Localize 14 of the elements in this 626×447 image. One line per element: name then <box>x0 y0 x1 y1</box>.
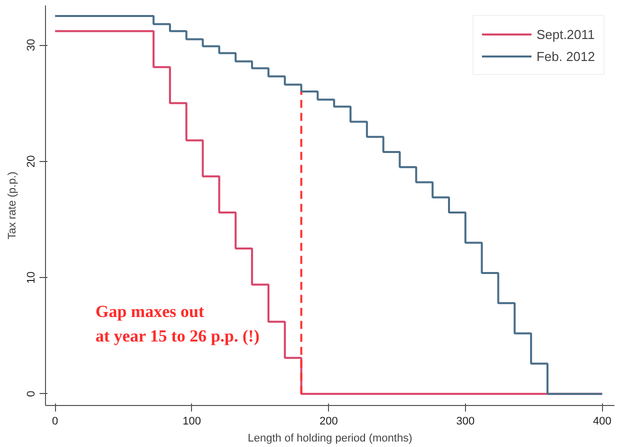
y-tick-label: 0 <box>26 390 38 397</box>
x-tick-label: 400 <box>593 416 612 428</box>
x-tick-label: 100 <box>182 416 202 428</box>
legend-label: Sept.2011 <box>536 26 595 42</box>
y-tick-label: 20 <box>26 155 38 168</box>
y-tick-label: 10 <box>26 271 38 284</box>
x-tick-label: 0 <box>52 416 58 428</box>
x-axis-title: Length of holding period (months) <box>248 432 412 444</box>
y-axis-title: Tax rate (p.p.) <box>6 172 18 240</box>
annotation: Gap maxes out at year 15 to 26 p.p. (!) <box>96 302 260 346</box>
y-tick-label: 30 <box>26 38 38 52</box>
x-tick-label: 300 <box>456 416 475 428</box>
legend-label: Feb. 2012 <box>536 48 595 64</box>
x-tick-label: 200 <box>319 416 338 428</box>
